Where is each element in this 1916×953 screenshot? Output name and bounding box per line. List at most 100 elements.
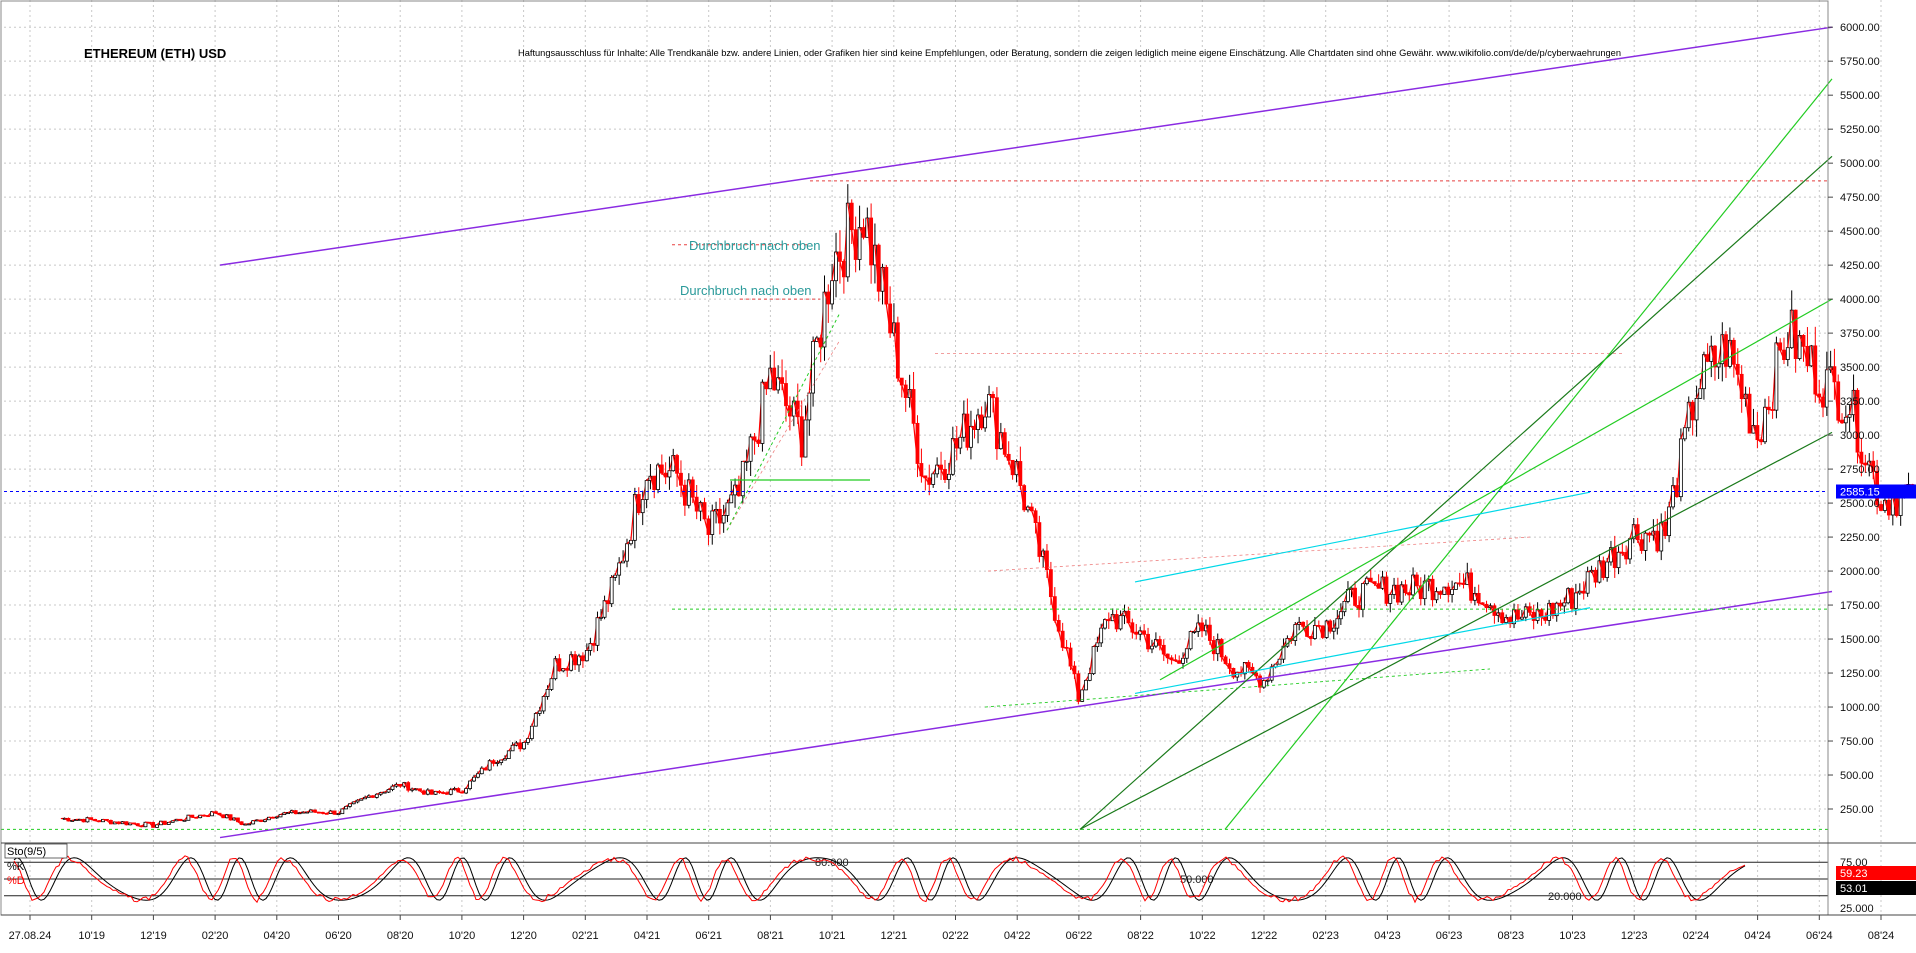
candle-body (1763, 407, 1766, 442)
y-tick-label: 4500.00 (1840, 226, 1880, 238)
candle-body (1103, 620, 1106, 629)
candle-body (1814, 346, 1817, 394)
candle-body (622, 561, 625, 563)
candle-body (808, 393, 811, 420)
candle-body (1069, 648, 1072, 666)
y-tick-label: 4250.00 (1840, 260, 1880, 272)
candle-body (1833, 367, 1836, 382)
candle-body (1415, 575, 1418, 586)
y-tick-label: 2000.00 (1840, 566, 1880, 578)
candle-body (1057, 620, 1060, 631)
candle-body (668, 471, 671, 477)
candle-body (1373, 582, 1376, 584)
x-tick-label: 08'20 (387, 930, 414, 942)
candle-body (1088, 674, 1091, 681)
candle-body (1668, 507, 1671, 536)
candle-body (526, 739, 529, 743)
y-tick-label: 1250.00 (1840, 668, 1880, 680)
candle-body (511, 745, 514, 751)
candle-body (1844, 417, 1847, 423)
candle-body (625, 544, 628, 561)
candle-body (1174, 660, 1177, 661)
y-tick-label: 2750.00 (1840, 464, 1880, 476)
x-tick-label: 10'20 (449, 930, 476, 942)
candle-body (1270, 667, 1273, 680)
candle-body (1563, 603, 1566, 606)
candle-body (1389, 595, 1392, 604)
candle-body (722, 515, 725, 523)
x-tick-label: 08'24 (1868, 930, 1895, 942)
candle-body (596, 618, 599, 646)
candle-body (1158, 640, 1161, 646)
candle-body (1162, 645, 1165, 654)
candle-body (784, 383, 787, 405)
candle-body (1100, 628, 1103, 643)
candle-body (1695, 398, 1698, 420)
candle-body (236, 818, 239, 822)
candle-body (796, 401, 799, 417)
candle-body (364, 797, 367, 798)
candle-body (1019, 461, 1022, 485)
candle-body (1131, 623, 1134, 632)
y-tick-label: 1500.00 (1840, 634, 1880, 646)
candle-body (618, 563, 621, 575)
candle-body (835, 252, 838, 281)
candle-body (1516, 610, 1519, 619)
candle-body (711, 511, 714, 535)
candle-body (1045, 551, 1048, 570)
candle-body (1143, 631, 1146, 634)
candle-body (1034, 511, 1037, 523)
candle-body (337, 814, 340, 815)
candle-body (900, 378, 903, 385)
candle-body (356, 800, 359, 802)
candle-body (1224, 657, 1227, 664)
x-tick-label: 06'20 (325, 930, 352, 942)
candle-body (1802, 335, 1805, 346)
candle-body (507, 751, 510, 759)
candle-body (500, 760, 503, 763)
candle-body (1606, 562, 1609, 578)
candle-body (1150, 646, 1153, 649)
y-tick-label: 1000.00 (1840, 702, 1880, 714)
candle-body (1166, 654, 1169, 658)
candle-body (1228, 664, 1231, 669)
candle-body (1617, 552, 1620, 567)
candle-body (375, 794, 378, 797)
candle-body (1073, 666, 1076, 674)
candle-body (614, 575, 617, 577)
x-tick-label: 02'24 (1683, 930, 1710, 942)
candle-body (457, 789, 460, 792)
candle-body (676, 456, 679, 474)
candle-body (1332, 628, 1335, 631)
candle-body (959, 437, 962, 448)
y-tick-label: 500.00 (1840, 770, 1874, 782)
y-tick-label: 3500.00 (1840, 362, 1880, 374)
x-tick-label: 04'22 (1004, 930, 1031, 942)
candle-body (105, 819, 108, 820)
candle-body (1247, 662, 1250, 667)
x-tick-label: 04'20 (264, 930, 291, 942)
candle-body (1818, 394, 1821, 397)
x-tick-label: 08'21 (757, 930, 784, 942)
candle-body (1339, 612, 1342, 619)
x-tick-label: 10'21 (819, 930, 846, 942)
candle-body (1061, 631, 1064, 647)
candle-body (912, 389, 915, 423)
candle-body (1266, 680, 1269, 681)
y-tick-label: 250.00 (1840, 804, 1874, 816)
y-tick-label: 4750.00 (1840, 192, 1880, 204)
candle-body (345, 806, 348, 809)
x-tick-label: 10'19 (78, 930, 105, 942)
candle-body (969, 426, 972, 447)
candle-body (781, 378, 784, 384)
candle-body (1860, 452, 1863, 463)
candle-body (1713, 346, 1716, 367)
y-tick-label: 5750.00 (1840, 56, 1880, 68)
candle-body (610, 577, 613, 603)
candle-body (383, 792, 386, 793)
candle-body (530, 726, 533, 738)
candle-body (1053, 597, 1056, 621)
candle-body (263, 820, 266, 822)
candle-body (167, 822, 170, 824)
